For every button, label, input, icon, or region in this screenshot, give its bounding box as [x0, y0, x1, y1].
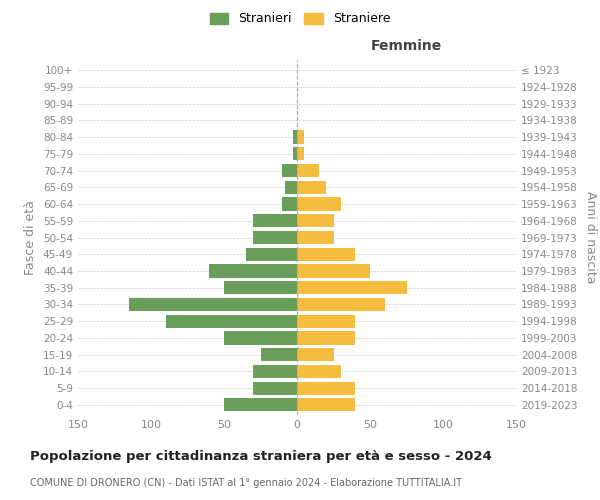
Bar	[129, 298, 297, 311]
Bar	[297, 231, 334, 244]
Bar	[297, 164, 319, 177]
Bar	[166, 314, 297, 328]
Bar	[293, 130, 297, 143]
Bar	[224, 281, 297, 294]
Bar	[209, 264, 297, 278]
Bar	[297, 281, 407, 294]
Bar	[297, 365, 341, 378]
Bar	[253, 231, 297, 244]
Bar	[297, 214, 334, 228]
Legend: Stranieri, Straniere: Stranieri, Straniere	[206, 8, 394, 29]
Bar	[297, 332, 355, 344]
Bar	[246, 248, 297, 261]
Bar	[297, 382, 355, 394]
Bar	[297, 298, 385, 311]
Bar	[224, 398, 297, 411]
Bar	[283, 164, 297, 177]
Y-axis label: Fasce di età: Fasce di età	[25, 200, 37, 275]
Text: COMUNE DI DRONERO (CN) - Dati ISTAT al 1° gennaio 2024 - Elaborazione TUTTITALIA: COMUNE DI DRONERO (CN) - Dati ISTAT al 1…	[30, 478, 462, 488]
Bar	[297, 147, 304, 160]
Bar	[286, 180, 297, 194]
Bar	[224, 332, 297, 344]
Bar	[293, 147, 297, 160]
Text: Femmine: Femmine	[371, 39, 442, 53]
Bar	[260, 348, 297, 361]
Bar	[297, 348, 334, 361]
Bar	[297, 314, 355, 328]
Bar	[297, 198, 341, 210]
Bar	[297, 248, 355, 261]
Bar	[297, 130, 304, 143]
Bar	[283, 198, 297, 210]
Bar	[297, 180, 326, 194]
Text: Popolazione per cittadinanza straniera per età e sesso - 2024: Popolazione per cittadinanza straniera p…	[30, 450, 492, 463]
Bar	[253, 365, 297, 378]
Bar	[253, 382, 297, 394]
Bar	[297, 264, 370, 278]
Bar	[253, 214, 297, 228]
Y-axis label: Anni di nascita: Anni di nascita	[584, 191, 597, 284]
Bar	[297, 398, 355, 411]
